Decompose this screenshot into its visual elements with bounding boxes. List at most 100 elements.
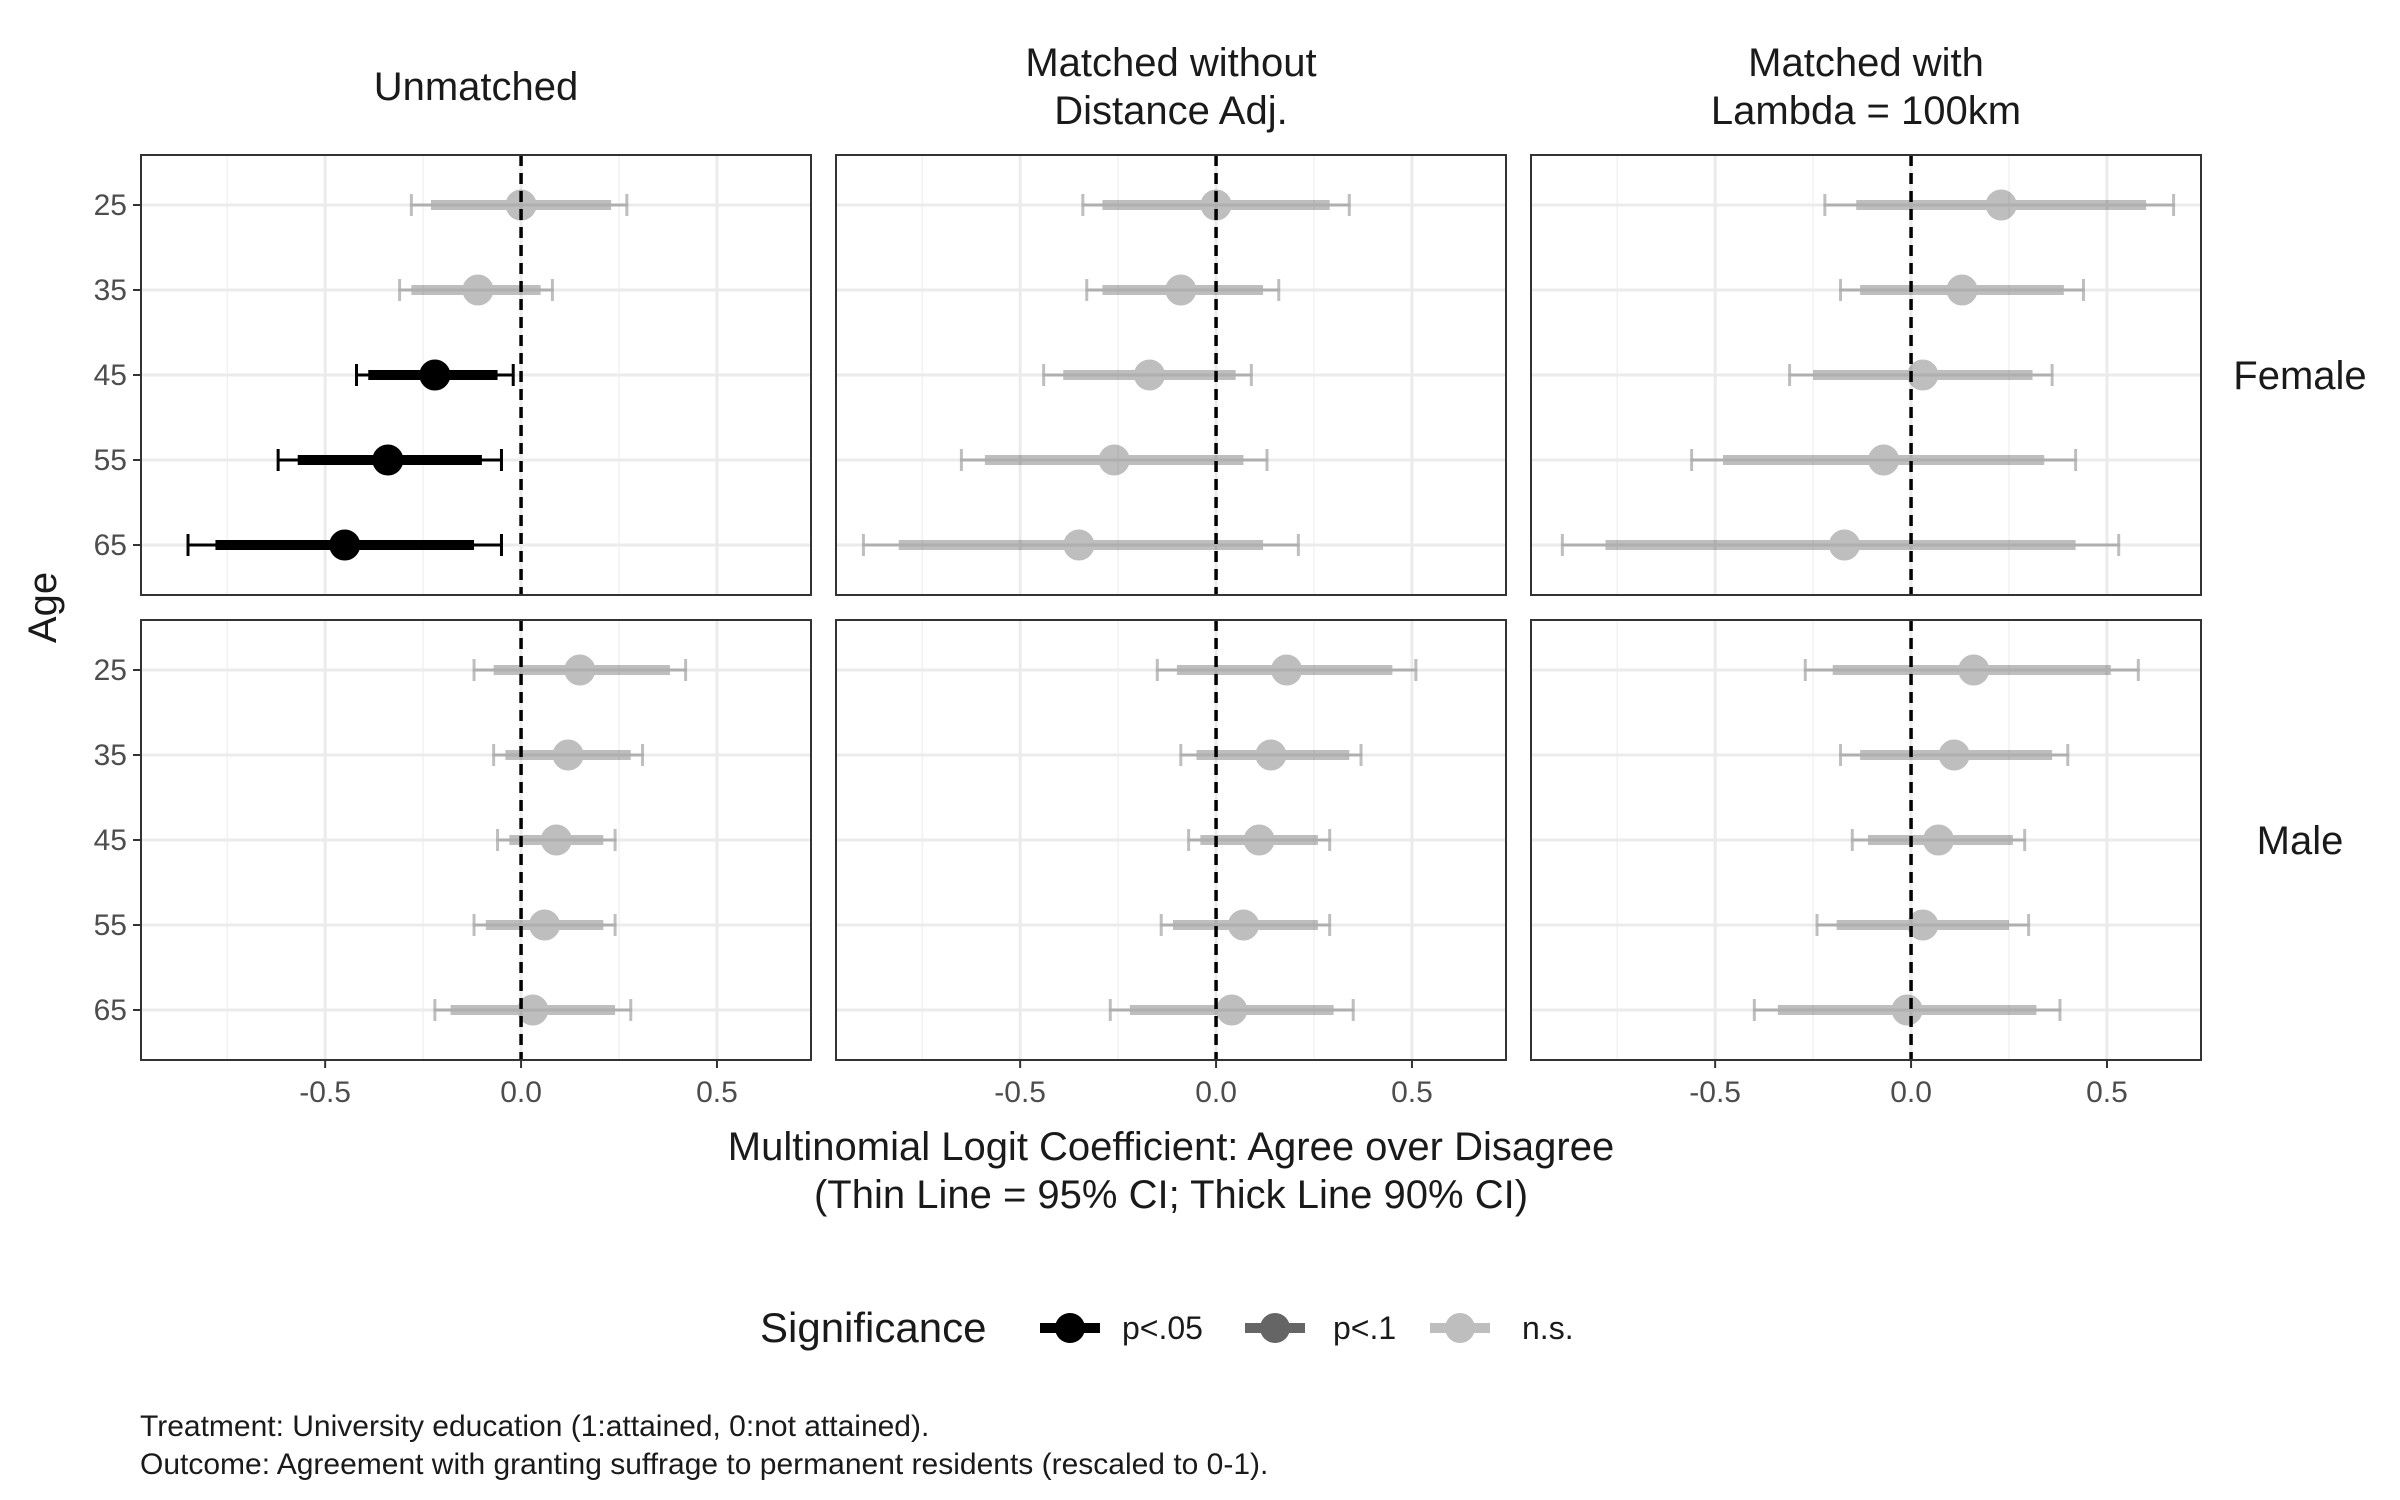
panel-1-0 [835, 154, 1507, 596]
estimate-65 [186, 529, 503, 561]
point-estimate [372, 444, 404, 476]
point-estimate [1271, 654, 1303, 686]
panel-border [835, 154, 1507, 596]
point-estimate [1165, 274, 1197, 306]
x-axis-title: Multinomial Logit Coefficient: Agree ove… [728, 1125, 1614, 1217]
legend-point [1260, 1313, 1290, 1343]
legend-label-ns: n.s. [1522, 1310, 1574, 1346]
panel-border [835, 619, 1507, 1061]
x-tick-label: 0.0 [1890, 1076, 1932, 1109]
estimate-35 [1085, 274, 1281, 306]
legend-key-p05 [1040, 1313, 1100, 1343]
x-tick-label: -0.5 [1689, 1076, 1741, 1109]
legend-label-p05: p<.05 [1122, 1310, 1203, 1346]
point-estimate [1255, 739, 1287, 771]
estimate-45 [1042, 359, 1253, 391]
x-tick-label: 0.5 [2086, 1076, 2128, 1109]
estimate-65 [1108, 994, 1355, 1026]
estimate-25 [1155, 654, 1418, 686]
estimate-45 [1850, 824, 2027, 856]
estimate-35 [1839, 274, 2085, 306]
facet-row-title: Male [2257, 819, 2344, 863]
estimate-25 [472, 654, 688, 686]
point-estimate [552, 739, 584, 771]
point-estimate [1243, 824, 1275, 856]
y-tick-label: 55 [94, 444, 127, 477]
facet-col-title: Matched without Distance Adj. [1025, 41, 1316, 133]
y-axis-title: Age [21, 572, 65, 643]
estimate-35 [1179, 739, 1363, 771]
point-estimate [1216, 994, 1248, 1026]
x-tick-label: 0.0 [1195, 1076, 1237, 1109]
estimate-65 [1752, 994, 2062, 1026]
x-tick-label: 0.5 [1391, 1076, 1433, 1109]
point-estimate [1907, 359, 1939, 391]
estimate-65 [861, 529, 1300, 561]
point-estimate [540, 824, 572, 856]
panel-2-0 [1530, 154, 2202, 596]
legend-point [1445, 1313, 1475, 1343]
estimate-55 [276, 444, 503, 476]
point-estimate [1907, 909, 1939, 941]
x-tick-label: -0.5 [994, 1076, 1046, 1109]
point-estimate [1133, 359, 1165, 391]
point-estimate [1891, 994, 1923, 1026]
point-estimate [1227, 909, 1259, 941]
estimate-35 [398, 274, 554, 306]
point-estimate [1063, 529, 1095, 561]
x-tick-label: 0.5 [696, 1076, 738, 1109]
y-tick-label: 25 [94, 189, 127, 222]
legend-label-p10: p<.1 [1333, 1310, 1396, 1346]
facet-col-title: Unmatched [374, 65, 579, 109]
point-estimate [1922, 824, 1954, 856]
estimate-65 [433, 994, 633, 1026]
estimate-45 [354, 359, 515, 391]
panel-border [1530, 154, 2202, 596]
panels-layer [140, 154, 2202, 1061]
point-estimate [462, 274, 494, 306]
point-estimate [1938, 739, 1970, 771]
estimate-25 [1803, 654, 2140, 686]
estimate-35 [1839, 739, 2070, 771]
point-estimate [1828, 529, 1860, 561]
panel-grid [1531, 155, 2201, 595]
point-estimate [1200, 189, 1232, 221]
panel-0-0 [140, 154, 812, 596]
estimate-55 [1690, 444, 2078, 476]
legend-title: Significance [760, 1304, 986, 1351]
point-estimate [1958, 654, 1990, 686]
y-tick-label: 25 [94, 654, 127, 687]
point-estimate [564, 654, 596, 686]
point-estimate [1868, 444, 1900, 476]
estimate-55 [1159, 909, 1332, 941]
estimate-65 [1560, 529, 2121, 561]
estimate-25 [409, 189, 629, 221]
legend-key-ns [1430, 1313, 1490, 1343]
estimate-45 [496, 824, 617, 856]
legend-key-p10 [1245, 1313, 1305, 1343]
estimate-55 [472, 909, 617, 941]
y-tick-label: 35 [94, 274, 127, 307]
point-estimate [419, 359, 451, 391]
x-tick-label: -0.5 [299, 1076, 351, 1109]
estimate-25 [1081, 189, 1351, 221]
panel-0-1 [140, 619, 812, 1061]
panel-grid [836, 155, 1506, 595]
point-estimate [1985, 189, 2017, 221]
estimate-25 [1823, 189, 2176, 221]
estimate-35 [492, 739, 645, 771]
facet-row-title: Female [2233, 354, 2366, 398]
estimate-55 [1815, 909, 2031, 941]
point-estimate [517, 994, 549, 1026]
point-estimate [329, 529, 361, 561]
y-tick-label: 55 [94, 909, 127, 942]
point-estimate [1098, 444, 1130, 476]
panel-1-1 [835, 619, 1507, 1061]
point-estimate [529, 909, 561, 941]
y-tick-label: 45 [94, 359, 127, 392]
x-tick-label: 0.0 [500, 1076, 542, 1109]
legend-point [1055, 1313, 1085, 1343]
point-estimate [1946, 274, 1978, 306]
y-tick-label: 65 [94, 994, 127, 1027]
